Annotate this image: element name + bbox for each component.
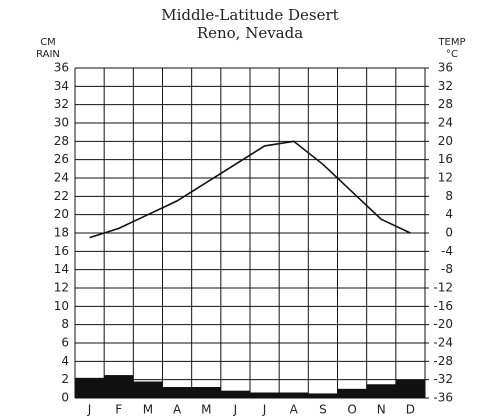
- x-tick-label: J: [233, 403, 238, 417]
- y2-tick-label: 8: [445, 189, 453, 203]
- chart-subtitle: Reno, Nevada: [197, 24, 303, 42]
- y-tick-label: 32: [54, 97, 69, 111]
- precip-bar: [279, 392, 309, 398]
- y2-tick-label: 36: [438, 61, 453, 75]
- y-tick-label: 8: [61, 317, 69, 331]
- x-tick-label: J: [87, 403, 92, 417]
- y-axis-label: CM: [40, 37, 56, 48]
- y2-tick-label: -16: [433, 299, 453, 313]
- y2-axis-label: °C: [446, 49, 458, 60]
- y-tick-label: 18: [54, 226, 69, 240]
- precip-bar: [366, 384, 396, 398]
- y2-tick-label: 16: [438, 152, 453, 166]
- precip-bar: [133, 381, 163, 398]
- precip-bar: [337, 388, 367, 398]
- x-tick-label: F: [115, 403, 122, 417]
- y2-tick-label: -8: [441, 262, 453, 276]
- x-tick-label: M: [143, 403, 153, 417]
- precip-bar: [104, 375, 134, 398]
- y-tick-label: 26: [54, 152, 69, 166]
- y2-axis-label: TEMP: [437, 37, 465, 48]
- x-tick-label: A: [173, 403, 182, 417]
- x-tick-label: O: [347, 403, 356, 417]
- y2-tick-label: -24: [433, 336, 453, 350]
- precip-bar: [395, 379, 425, 398]
- x-tick-label: S: [319, 403, 327, 417]
- y-tick-label: 20: [54, 207, 69, 221]
- y2-tick-label: -32: [433, 372, 453, 386]
- x-tick-label: J: [262, 403, 267, 417]
- y2-tick-label: 24: [438, 116, 453, 130]
- y-tick-label: 12: [54, 281, 69, 295]
- y-tick-label: 16: [54, 244, 69, 258]
- y-tick-label: 10: [54, 299, 69, 313]
- x-tick-label: D: [406, 403, 415, 417]
- y-tick-label: 28: [54, 134, 69, 148]
- y2-tick-label: -28: [433, 354, 453, 368]
- x-tick-label: M: [201, 403, 211, 417]
- y2-tick-label: 28: [438, 97, 453, 111]
- y-tick-label: 36: [54, 61, 69, 75]
- y2-tick-label: -4: [441, 244, 453, 258]
- y2-tick-label: 4: [445, 207, 453, 221]
- y2-tick-label: 0: [445, 226, 453, 240]
- y2-tick-label: -20: [433, 317, 453, 331]
- y-tick-label: 2: [61, 372, 69, 386]
- y-tick-label: 0: [61, 391, 69, 405]
- y-tick-label: 30: [54, 116, 69, 130]
- y2-tick-label: -36: [433, 391, 453, 405]
- precip-bar: [191, 387, 221, 398]
- y-tick-label: 24: [54, 171, 69, 185]
- chart-title: Middle-Latitude Desert: [161, 6, 338, 24]
- x-tick-label: A: [290, 403, 299, 417]
- y-tick-label: 34: [54, 79, 69, 93]
- y2-tick-label: 12: [438, 171, 453, 185]
- precip-bar: [308, 393, 338, 398]
- y-tick-label: 14: [54, 262, 69, 276]
- y-axis-label: RAIN: [36, 49, 60, 60]
- precip-bar: [75, 377, 105, 398]
- temp-line: [89, 140, 411, 239]
- precip-bar: [162, 387, 192, 398]
- y-tick-label: 4: [61, 354, 69, 368]
- x-tick-label: N: [377, 403, 386, 417]
- y-tick-label: 6: [61, 336, 69, 350]
- y2-tick-label: 32: [438, 79, 453, 93]
- precip-bar: [250, 392, 280, 398]
- precip-bar: [220, 390, 250, 398]
- y2-tick-label: 20: [438, 134, 453, 148]
- y-tick-label: 22: [54, 189, 69, 203]
- y2-tick-label: -12: [433, 281, 453, 295]
